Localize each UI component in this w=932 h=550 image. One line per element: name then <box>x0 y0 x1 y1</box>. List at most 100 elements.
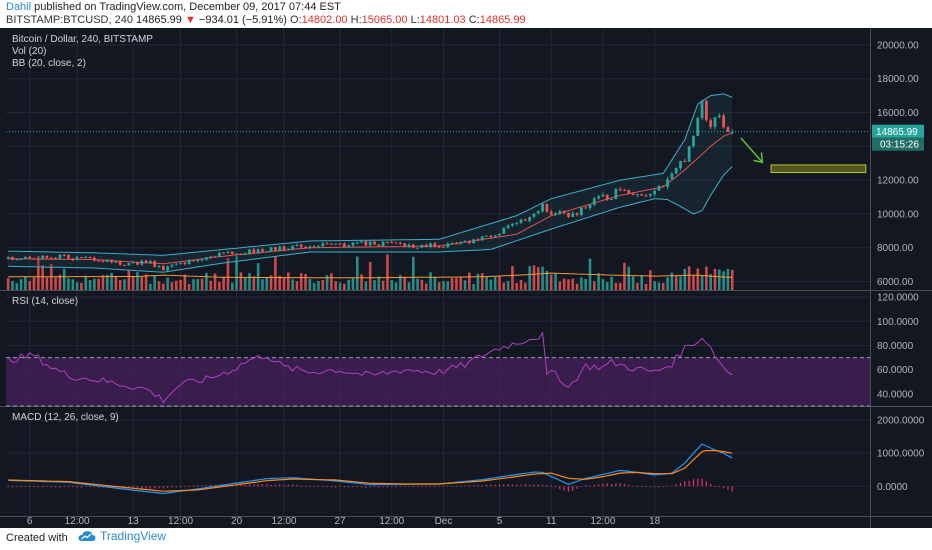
macd-histogram-bar <box>67 486 70 488</box>
volume-bar <box>640 275 644 290</box>
candle-body <box>429 243 432 248</box>
macd-histogram-bar <box>710 483 712 487</box>
macd-histogram-bar <box>240 484 242 487</box>
volume-bar <box>683 268 687 290</box>
volume-bar <box>218 281 221 290</box>
volume-bar <box>127 270 131 290</box>
volume-bar <box>153 275 156 290</box>
volume-bar <box>687 266 691 290</box>
candle-body <box>472 239 476 244</box>
volume-bar <box>584 278 587 290</box>
volume-bar <box>200 278 204 290</box>
volume-bar <box>696 268 700 290</box>
volume-bar <box>498 275 501 290</box>
volume-bar <box>110 272 113 290</box>
macd-histogram-bar <box>434 486 436 488</box>
candle-body <box>511 223 514 226</box>
author-username[interactable]: Dahil <box>6 1 32 13</box>
volume-bar <box>399 275 402 290</box>
candle-body <box>722 115 725 128</box>
macd-histogram-bar <box>417 486 419 488</box>
candle-body <box>381 241 385 246</box>
macd-histogram-bar <box>76 486 78 488</box>
candle-body <box>347 245 351 248</box>
candle-body <box>140 260 144 265</box>
candle-body <box>84 256 88 258</box>
candle-body <box>610 199 613 201</box>
macd-panel-title: MACD (12, 26, close, 9) <box>12 412 119 423</box>
volume-bar <box>28 281 31 290</box>
candle-body <box>179 262 182 264</box>
volume-bar <box>67 278 70 290</box>
candle-body <box>58 254 62 259</box>
countdown-tag <box>872 137 924 151</box>
candle-body <box>498 233 501 236</box>
candle-body <box>411 244 415 248</box>
candle-body <box>403 243 407 247</box>
volume-bar <box>71 279 75 290</box>
tradingview-brand[interactable]: TradingView <box>78 529 166 543</box>
macd-histogram-bar <box>391 486 393 488</box>
candle-body <box>480 236 484 241</box>
candle-body <box>373 241 376 245</box>
candle-body <box>192 259 195 262</box>
volume-bar <box>41 265 44 290</box>
volume-bar <box>351 278 355 290</box>
time-axis-label: 5 <box>497 516 503 527</box>
macd-histogram-bar <box>692 479 695 487</box>
symbol-label: BITSTAMP:BTCUSD, 240 <box>6 14 133 26</box>
candle-body <box>360 241 363 243</box>
volume-bar <box>330 273 333 290</box>
macd-histogram-bar <box>261 484 264 487</box>
volume-bar <box>459 276 462 290</box>
candle-body <box>317 246 320 248</box>
candle-body <box>420 244 424 248</box>
candle-body <box>123 264 126 266</box>
candle-body <box>196 260 200 262</box>
volume-bar <box>6 278 10 290</box>
candle-body <box>299 244 303 247</box>
volume-bar <box>636 282 639 290</box>
macd-histogram-bar <box>701 478 703 487</box>
candle-body <box>670 173 674 180</box>
countdown-label: 03:15:26 <box>880 140 919 151</box>
bb-fill <box>8 93 733 273</box>
price-y-tick-label: 18000.00 <box>877 74 919 85</box>
volume-bar <box>261 279 264 290</box>
candle-body <box>674 168 678 174</box>
candle-body <box>248 249 251 254</box>
volume-bar <box>170 282 174 290</box>
macd-histogram-bar <box>149 486 151 489</box>
macd-histogram-bar <box>98 486 100 488</box>
candle-body <box>416 247 419 249</box>
volume-bar <box>601 279 605 290</box>
candle-body <box>394 242 398 244</box>
macd-y-tick-label: 2000.0000 <box>877 416 925 427</box>
candle-body <box>687 146 691 162</box>
volume-bar <box>713 268 717 290</box>
candle-body <box>308 246 312 248</box>
candle-body <box>217 252 221 257</box>
candle-body <box>101 260 105 262</box>
candle-body <box>644 195 648 197</box>
volume-bar <box>321 280 325 290</box>
candle-body <box>32 258 36 260</box>
chart-canvas[interactable]: 6000.008000.0010000.0012000.0014000.0016… <box>0 28 932 528</box>
candle-body <box>183 262 187 265</box>
candle-body <box>278 246 282 251</box>
macd-histogram-bar <box>658 486 660 488</box>
volume-bar <box>519 280 523 290</box>
volume-bar <box>455 278 458 290</box>
candle-body <box>209 256 213 258</box>
volume-bar <box>338 282 342 290</box>
volume-bar <box>536 267 540 290</box>
macd-histogram-bar <box>671 485 673 487</box>
volume-bar <box>183 274 187 290</box>
macd-histogram-bar <box>412 486 414 488</box>
macd-histogram-bar <box>339 486 341 488</box>
volume-bar <box>54 277 57 290</box>
macd-histogram-bar <box>550 485 552 487</box>
macd-histogram-bar <box>197 485 199 487</box>
macd-histogram-bar <box>636 486 639 487</box>
volume-bar <box>416 278 419 290</box>
